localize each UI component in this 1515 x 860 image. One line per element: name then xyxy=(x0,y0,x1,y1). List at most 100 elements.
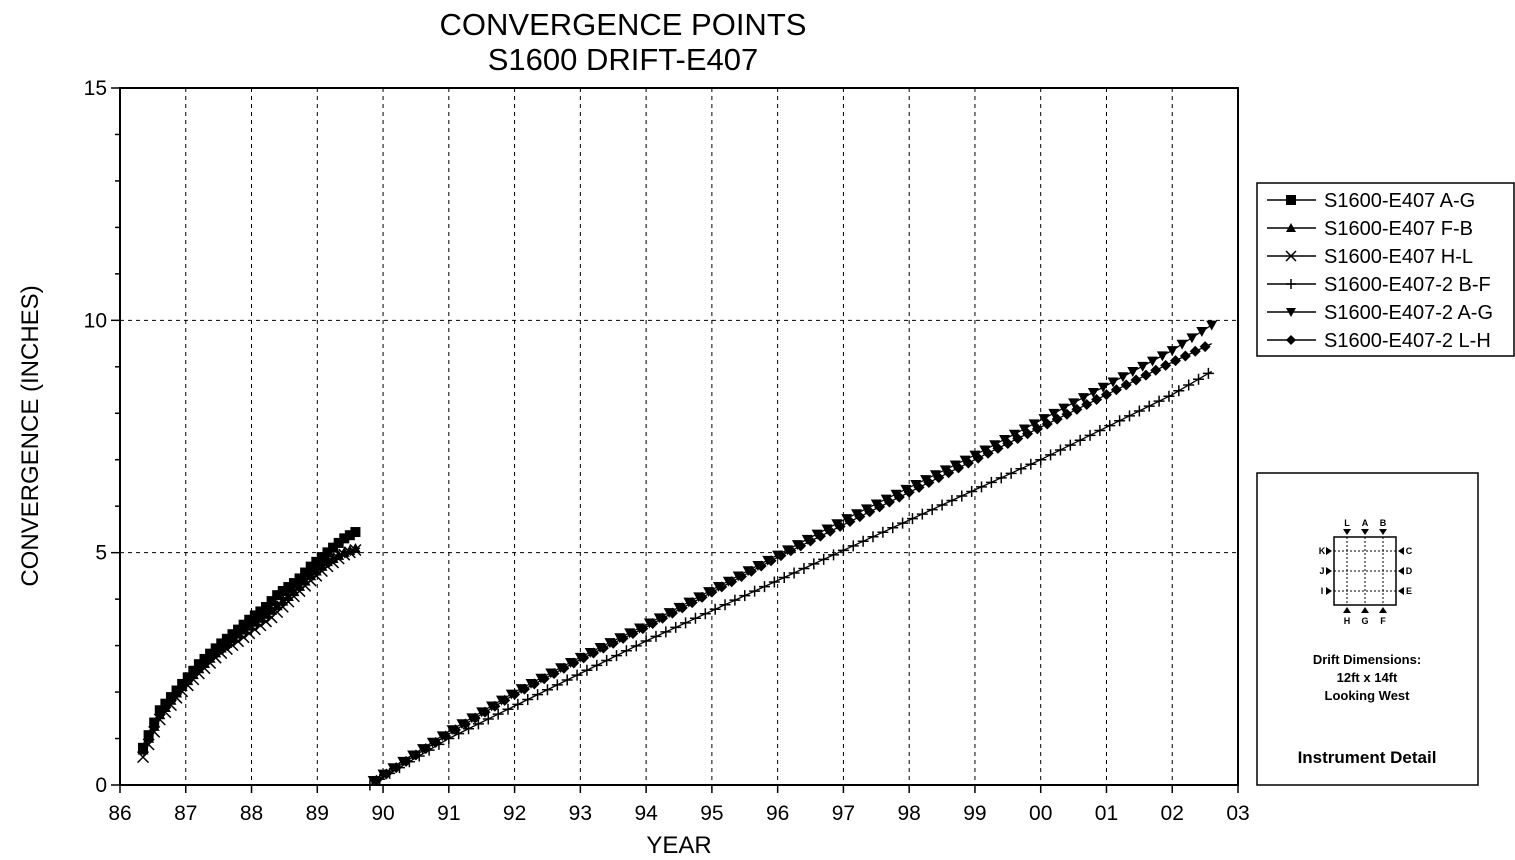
data-point xyxy=(430,736,442,748)
data-point xyxy=(316,552,327,563)
chart-subtitle: S1600 DRIFT-E407 xyxy=(488,42,759,77)
legend-entry: S1600-E407-2 L-H xyxy=(1267,330,1491,352)
data-point xyxy=(344,530,355,541)
data-point xyxy=(294,573,305,584)
data-point xyxy=(1186,333,1198,344)
series-triangle-up xyxy=(137,542,361,755)
data-point xyxy=(558,662,570,674)
data-point xyxy=(260,602,271,613)
instrument-point-marker xyxy=(1398,547,1404,555)
data-point xyxy=(979,445,991,456)
data-point xyxy=(953,462,964,474)
data-point xyxy=(906,513,918,525)
data-point xyxy=(1025,458,1037,470)
instrument-point-label: F xyxy=(1380,616,1386,626)
data-point xyxy=(1114,415,1126,427)
data-point xyxy=(390,762,402,774)
instrument-point-label: K xyxy=(1319,546,1326,556)
data-point xyxy=(1022,428,1034,440)
data-point xyxy=(867,531,879,543)
data-point xyxy=(847,540,859,552)
drift-dimensions-value: 12ft x 14ft xyxy=(1337,670,1398,685)
data-point xyxy=(370,774,382,786)
data-point xyxy=(332,552,345,565)
data-point xyxy=(1097,382,1109,393)
x-tick-label: 01 xyxy=(1095,802,1118,825)
data-point xyxy=(660,626,672,638)
data-point xyxy=(1074,434,1086,446)
data-point xyxy=(1061,408,1073,420)
instrument-point-marker xyxy=(1326,587,1332,595)
data-point xyxy=(1002,437,1014,449)
data-point xyxy=(1133,405,1145,417)
series-line xyxy=(369,370,1213,786)
data-point xyxy=(226,633,238,644)
data-point xyxy=(1140,369,1152,381)
data-point xyxy=(670,621,682,633)
data-point xyxy=(611,650,623,662)
y-tick-label: 10 xyxy=(84,309,107,332)
data-point xyxy=(620,645,632,657)
legend: S1600-E407 A-G S1600-E407 F-B S1600-E407 H… xyxy=(1256,182,1515,357)
legend-entry: S1600-E407 A-G xyxy=(1267,190,1475,212)
x-tick-label: 92 xyxy=(503,802,526,825)
data-point xyxy=(719,599,731,611)
chart-title: CONVERGENCE POINTS xyxy=(440,7,807,42)
data-point xyxy=(249,616,261,627)
series-x xyxy=(136,543,362,764)
plot-area xyxy=(119,87,1239,786)
legend-entry: S1600-E407-2 A-G xyxy=(1267,302,1493,324)
data-point xyxy=(502,703,514,715)
legend-marker xyxy=(1286,308,1296,317)
data-point xyxy=(249,610,260,621)
data-point xyxy=(627,628,639,640)
data-point xyxy=(255,606,266,617)
data-point xyxy=(637,623,649,635)
data-point xyxy=(300,567,311,578)
data-point xyxy=(260,608,272,619)
data-point xyxy=(410,749,422,761)
x-tick-label: 93 xyxy=(569,802,592,825)
data-point xyxy=(482,713,494,725)
data-point xyxy=(689,612,701,624)
data-point xyxy=(755,560,767,572)
instrument-detail-box xyxy=(1256,472,1479,786)
data-point xyxy=(1170,355,1182,367)
data-point xyxy=(778,572,790,584)
data-point xyxy=(321,560,334,573)
series-diamond xyxy=(370,341,1212,786)
data-point xyxy=(238,619,249,630)
data-point xyxy=(578,652,590,664)
instrument-detail-panel: L A B H G F KJI CDE Drift Dimensions: 12ft x 14… xyxy=(1256,472,1479,786)
data-point xyxy=(1087,387,1099,398)
data-point xyxy=(729,594,741,606)
x-tick-label: 02 xyxy=(1161,802,1184,825)
x-tick-label: 98 xyxy=(897,802,920,825)
data-point xyxy=(159,706,172,719)
data-point xyxy=(745,565,757,577)
drift-direction: Looking West xyxy=(1325,688,1411,703)
instrument-point-label: H xyxy=(1344,616,1351,626)
data-point xyxy=(923,477,935,489)
data-point xyxy=(1018,424,1030,435)
x-tick-label: 95 xyxy=(700,802,723,825)
data-point xyxy=(666,607,678,619)
series-line xyxy=(142,547,358,751)
data-point xyxy=(244,614,255,625)
data-point xyxy=(538,673,550,685)
legend-marker xyxy=(1286,335,1296,345)
instrument-point-label: D xyxy=(1406,566,1413,576)
data-point xyxy=(1045,449,1057,461)
data-point xyxy=(328,542,339,553)
data-point xyxy=(232,628,244,639)
data-point xyxy=(142,738,155,751)
x-tick-label: 03 xyxy=(1226,802,1249,825)
instrument-point-label: L xyxy=(1344,518,1350,528)
data-point xyxy=(795,540,807,552)
data-point xyxy=(1100,389,1112,401)
data-point xyxy=(1166,346,1178,357)
instrument-point-marker xyxy=(1398,567,1404,575)
data-point xyxy=(238,624,250,635)
legend-label: S1600-E407 A-G xyxy=(1324,190,1475,212)
data-point xyxy=(680,617,692,629)
